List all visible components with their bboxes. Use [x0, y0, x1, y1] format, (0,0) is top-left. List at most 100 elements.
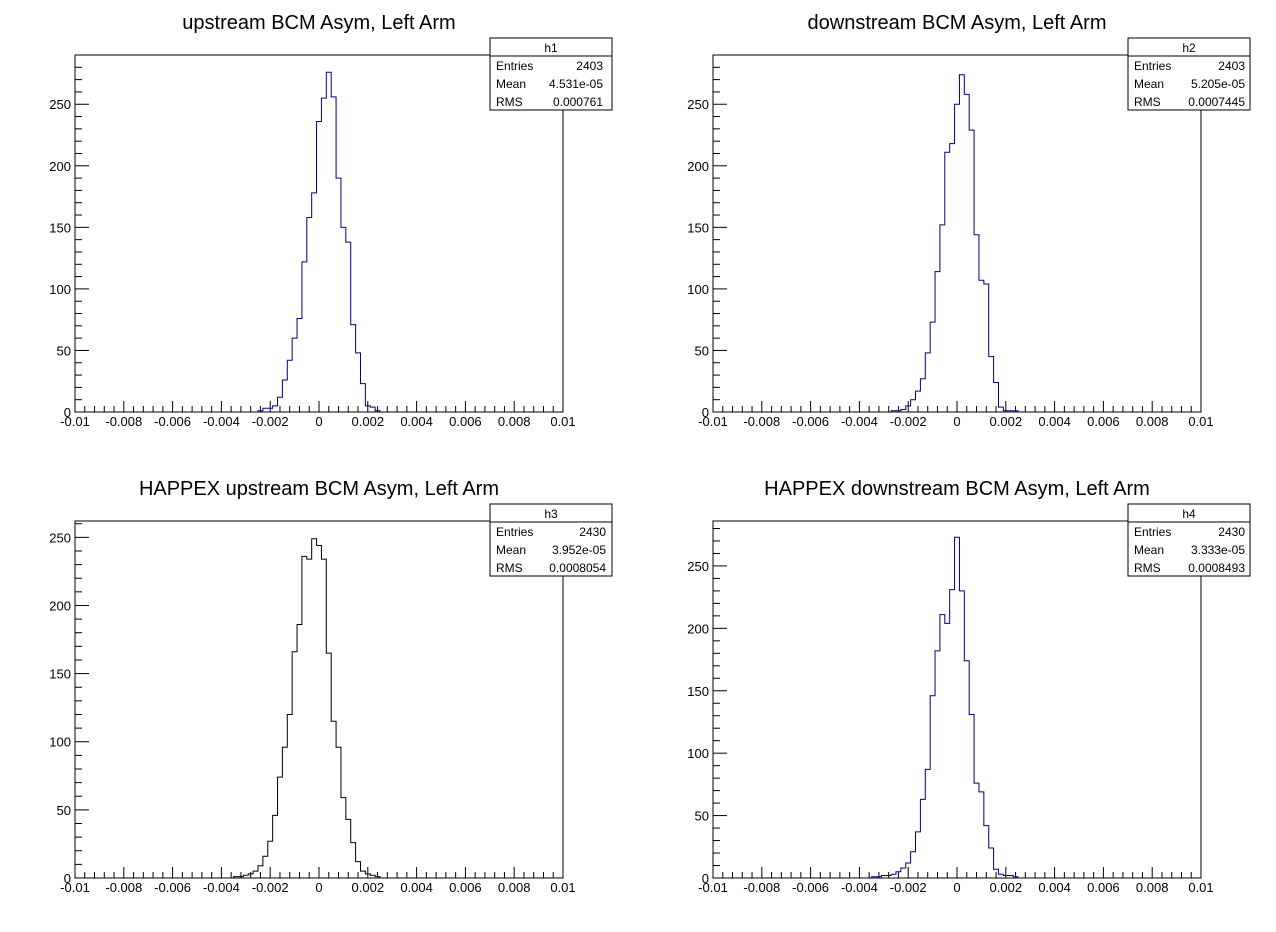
histogram-line — [233, 538, 381, 878]
y-tick-label: 50 — [695, 809, 709, 824]
histogram-line — [257, 71, 381, 412]
stats-box-h1: h1 Entries 2403 Mean 4.531e-05 RMS 0.000… — [489, 37, 613, 111]
y-tick-label: 200 — [687, 159, 709, 174]
x-tick-label: -0.002 — [890, 880, 927, 895]
stats-box-h2: h2 Entries 2403 Mean 5.205e-05 RMS 0.000… — [1127, 37, 1251, 111]
stats-entries-value: 2430 — [1218, 525, 1245, 539]
x-tick-label: 0 — [315, 414, 322, 429]
stats-box-frame — [489, 503, 613, 577]
x-tick-label: 0.01 — [1188, 880, 1213, 895]
x-tick-label: 0.002 — [990, 414, 1023, 429]
x-tick-label: 0.01 — [550, 414, 575, 429]
panel-h2: downstream BCM Asym, Left Arm -0.01 -0.00… — [687, 12, 1251, 429]
stats-rms-label: RMS — [1134, 561, 1161, 575]
x-tick-label: 0.01 — [550, 880, 575, 895]
histogram-h4: -0.01 -0.008 -0.006 -0.004 -0.002 0 0.002 0.004… — [687, 520, 1214, 895]
y-tick-label: 0 — [64, 405, 71, 420]
panel-h3: HAPPEX upstream BCM Asym, Left Arm -0.01… — [49, 478, 613, 895]
y-tick-label: 100 — [687, 282, 709, 297]
y-tick-label: 250 — [687, 97, 709, 112]
stats-name: h4 — [1182, 507, 1196, 521]
y-tick-label: 100 — [49, 282, 71, 297]
stats-name: h1 — [544, 41, 558, 55]
x-tick-label: -0.008 — [743, 880, 780, 895]
stats-entries-label: Entries — [496, 525, 533, 539]
panel-h4: HAPPEX downstream BCM Asym, Left Arm -0.… — [687, 478, 1251, 895]
x-tick-label: -0.008 — [105, 414, 142, 429]
x-tick-label: 0.006 — [1087, 880, 1120, 895]
stats-mean-label: Mean — [1134, 543, 1164, 557]
x-tick-label: 0 — [953, 880, 960, 895]
x-tick-label: 0.006 — [449, 880, 482, 895]
x-tick-label: 0.006 — [449, 414, 482, 429]
stats-entries-label: Entries — [496, 59, 533, 73]
x-tick-label: 0.004 — [400, 880, 433, 895]
x-tick-label: -0.01 — [698, 414, 728, 429]
x-tick-label: -0.006 — [792, 880, 829, 895]
x-tick-label: -0.004 — [203, 880, 240, 895]
x-tick-label: -0.01 — [60, 414, 90, 429]
x-tick-label: 0.002 — [352, 414, 385, 429]
x-tick-label: 0.002 — [990, 880, 1023, 895]
stats-entries-value: 2403 — [576, 59, 603, 73]
y-tick-label: 100 — [687, 746, 709, 761]
y-tick-label: 0 — [702, 871, 709, 886]
stats-rms-value: 0.0007445 — [1188, 95, 1245, 109]
histogram-h3: -0.01 -0.008 -0.006 -0.004 -0.002 0 0.002 0.004… — [49, 520, 576, 895]
chart-title: HAPPEX upstream BCM Asym, Left Arm — [139, 478, 499, 500]
stats-entries-label: Entries — [1134, 525, 1171, 539]
y-tick-label: 200 — [687, 621, 709, 636]
x-tick-label: -0.006 — [792, 414, 829, 429]
x-tick-label: 0.004 — [1038, 880, 1071, 895]
stats-box-frame — [489, 37, 613, 111]
y-tick-label: 200 — [49, 159, 71, 174]
x-tick-label: -0.006 — [154, 880, 191, 895]
stats-box-h3: h3 Entries 2430 Mean 3.952e-05 RMS 0.000… — [489, 503, 613, 577]
x-tick-label: 0.008 — [1136, 880, 1169, 895]
stats-mean-value: 5.205e-05 — [1191, 77, 1245, 91]
y-tick-label: 150 — [49, 667, 71, 682]
x-tick-label: 0.004 — [1038, 414, 1071, 429]
stats-entries-value: 2403 — [1218, 59, 1245, 73]
stats-mean-value: 3.333e-05 — [1191, 543, 1245, 557]
y-tick-label: 250 — [687, 559, 709, 574]
chart-title: HAPPEX downstream BCM Asym, Left Arm — [764, 478, 1150, 500]
x-tick-label: 0.01 — [1188, 414, 1213, 429]
x-tick-label: 0 — [953, 414, 960, 429]
x-tick-label: 0.004 — [400, 414, 433, 429]
y-tick-label: 0 — [702, 405, 709, 420]
stats-name: h2 — [1182, 41, 1196, 55]
stats-rms-value: 0.0008493 — [1188, 561, 1245, 575]
x-tick-label: 0 — [315, 880, 322, 895]
x-tick-label: -0.002 — [890, 414, 927, 429]
stats-mean-label: Mean — [496, 543, 526, 557]
y-tick-label: 150 — [687, 220, 709, 235]
y-tick-label: 200 — [49, 598, 71, 613]
x-tick-label: -0.002 — [252, 414, 289, 429]
stats-rms-value: 0.0008054 — [549, 561, 606, 575]
stats-mean-value: 3.952e-05 — [552, 543, 606, 557]
stats-entries-value: 2430 — [579, 525, 606, 539]
stats-name: h3 — [544, 507, 558, 521]
stats-box-h4: h4 Entries 2430 Mean 3.333e-05 RMS 0.000… — [1127, 503, 1251, 577]
chart-title: downstream BCM Asym, Left Arm — [808, 12, 1107, 34]
x-tick-label: -0.002 — [252, 880, 289, 895]
x-tick-label: -0.004 — [841, 880, 878, 895]
x-tick-label: -0.004 — [203, 414, 240, 429]
stats-box-frame — [1127, 37, 1251, 111]
y-tick-label: 150 — [687, 684, 709, 699]
stats-rms-label: RMS — [496, 561, 523, 575]
stats-mean-label: Mean — [1134, 77, 1164, 91]
x-tick-label: -0.008 — [105, 880, 142, 895]
y-tick-label: 150 — [49, 220, 71, 235]
x-tick-label: -0.01 — [698, 880, 728, 895]
histogram-h1: -0.01 -0.008 -0.006 -0.004 -0.002 0 0.002 0.004… — [49, 54, 576, 429]
x-tick-label: 0.002 — [352, 880, 385, 895]
x-tick-label: -0.008 — [743, 414, 780, 429]
stats-mean-label: Mean — [496, 77, 526, 91]
x-tick-label: -0.004 — [841, 414, 878, 429]
stats-mean-value: 4.531e-05 — [549, 77, 603, 91]
y-tick-label: 50 — [57, 343, 71, 358]
histogram-line — [871, 536, 1019, 878]
x-tick-label: 0.008 — [498, 880, 531, 895]
